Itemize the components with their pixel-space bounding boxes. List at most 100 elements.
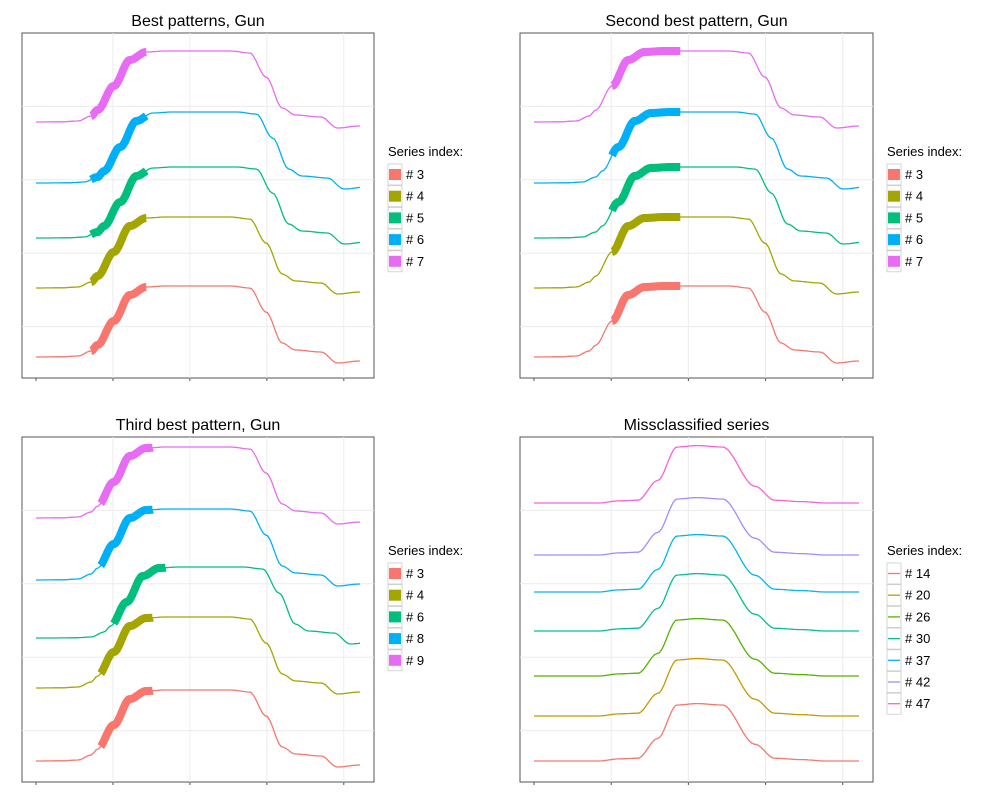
series-line-5: [36, 166, 361, 245]
legend-label: # 4: [406, 588, 424, 603]
series-line-7: [534, 50, 860, 129]
legend-item: # 3: [886, 163, 923, 186]
legend-item: # 14: [886, 562, 930, 585]
legend-label: # 37: [905, 653, 930, 668]
chart-title: Missclassified series: [624, 417, 770, 434]
chart-title: Second best pattern, Gun: [605, 13, 787, 30]
pattern-highlight-6: [110, 563, 167, 626]
legend-label: # 8: [406, 631, 424, 646]
chart-panel-4: Missclassified series Series index: # 14 # …: [519, 417, 962, 785]
legend: Series index: # 3 # 4 # 5 # 6 # 7: [886, 144, 962, 273]
legend-item: # 20: [886, 584, 930, 607]
legend: Series index: # 3 # 4 # 6 # 8 # 9: [387, 543, 463, 672]
legend-item: # 4: [387, 584, 424, 607]
legend-item: # 5: [886, 206, 923, 229]
series-line-8: [36, 508, 361, 587]
series-line-26: [534, 617, 859, 677]
pattern-highlight-3: [89, 283, 147, 355]
legend-label: # 5: [406, 210, 424, 225]
pattern-highlight-7: [89, 48, 147, 120]
series-line-6: [36, 111, 361, 190]
legend-item: # 47: [886, 692, 930, 715]
legend-item: # 3: [387, 562, 424, 585]
legend-label: # 42: [905, 675, 930, 690]
legend-label: # 9: [406, 653, 424, 668]
series-line-6: [36, 566, 361, 645]
legend-label: # 3: [406, 566, 424, 581]
pattern-highlight-6: [89, 112, 149, 184]
pattern-highlight-4: [89, 214, 147, 286]
legend-label: # 47: [905, 696, 930, 711]
series-line-7: [36, 50, 361, 129]
legend-item: # 37: [886, 649, 930, 672]
legend-label: # 7: [905, 254, 923, 269]
pattern-highlight-4: [610, 213, 681, 256]
legend: Series index: # 3 # 4 # 5 # 6 # 7: [387, 144, 463, 273]
legend-item: # 6: [387, 606, 424, 628]
series-line-4: [36, 216, 361, 295]
pattern-highlight-4: [97, 613, 154, 676]
grid: [520, 437, 873, 782]
legend-label: # 4: [406, 189, 424, 204]
legend-label: # 3: [905, 167, 923, 182]
legend-item: # 9: [387, 649, 424, 672]
pattern-highlight-9: [97, 443, 154, 506]
legend-label: # 7: [406, 254, 424, 269]
legend-item: # 7: [886, 250, 923, 273]
series-line-37: [534, 533, 859, 593]
pattern-highlight-5: [89, 167, 149, 239]
legend-title: Series index:: [887, 543, 962, 558]
series-line-3: [534, 285, 860, 364]
pattern-highlight-8: [97, 505, 154, 568]
pattern-highlight-5: [608, 163, 681, 213]
grid: [520, 33, 873, 378]
plot-area: [519, 436, 874, 783]
series-line-42: [534, 496, 859, 556]
legend: Series index: # 14 # 20 # 26 # 30 # 37 # 42 # 4…: [886, 543, 962, 715]
series-line-4: [36, 616, 361, 695]
series-line-9: [36, 446, 361, 525]
legend-title: Series index:: [388, 144, 463, 159]
chart-title: Third best pattern, Gun: [116, 417, 281, 434]
legend-item: # 26: [886, 606, 930, 628]
chart-panel-3: Third best pattern, Gun Series index: # 3 #…: [21, 417, 463, 785]
pattern-highlight-6: [608, 108, 681, 158]
chart-title: Best patterns, Gun: [131, 13, 264, 30]
pattern-highlight-3: [97, 686, 154, 749]
legend-item: # 8: [387, 627, 424, 650]
legend-item: # 7: [387, 250, 424, 273]
legend-label: # 20: [905, 588, 930, 603]
legend-label: # 26: [905, 609, 930, 624]
pattern-highlight-3: [610, 282, 681, 325]
series-line-14: [534, 702, 859, 762]
legend-label: # 6: [406, 232, 424, 247]
series-line-47: [534, 444, 859, 504]
legend-item: # 30: [886, 627, 930, 650]
legend-label: # 3: [406, 167, 424, 182]
legend-label: # 6: [406, 609, 424, 624]
series-line-4: [534, 216, 860, 295]
legend-label: # 5: [905, 210, 923, 225]
legend-title: Series index:: [887, 144, 962, 159]
legend-item: # 4: [387, 185, 424, 208]
series-line-3: [36, 285, 361, 364]
series-line-3: [36, 689, 361, 768]
legend-label: # 4: [905, 189, 923, 204]
legend-item: # 6: [387, 228, 424, 251]
series-line-6: [534, 111, 860, 190]
series-line-20: [534, 657, 859, 717]
series-line-5: [534, 166, 860, 245]
legend-item: # 6: [886, 228, 923, 251]
plot-area: [519, 32, 874, 379]
pattern-highlight-7: [610, 47, 681, 90]
chart-panel-1: Best patterns, Gun Series index: # 3 # 4 # 5…: [21, 13, 463, 381]
legend-label: # 14: [905, 566, 930, 581]
legend-label: # 30: [905, 631, 930, 646]
plot-area: [21, 436, 375, 783]
legend-title: Series index:: [388, 543, 463, 558]
legend-item: # 5: [387, 206, 424, 229]
legend-item: # 4: [886, 185, 923, 208]
series-line-30: [534, 572, 859, 632]
legend-item: # 42: [886, 671, 930, 693]
